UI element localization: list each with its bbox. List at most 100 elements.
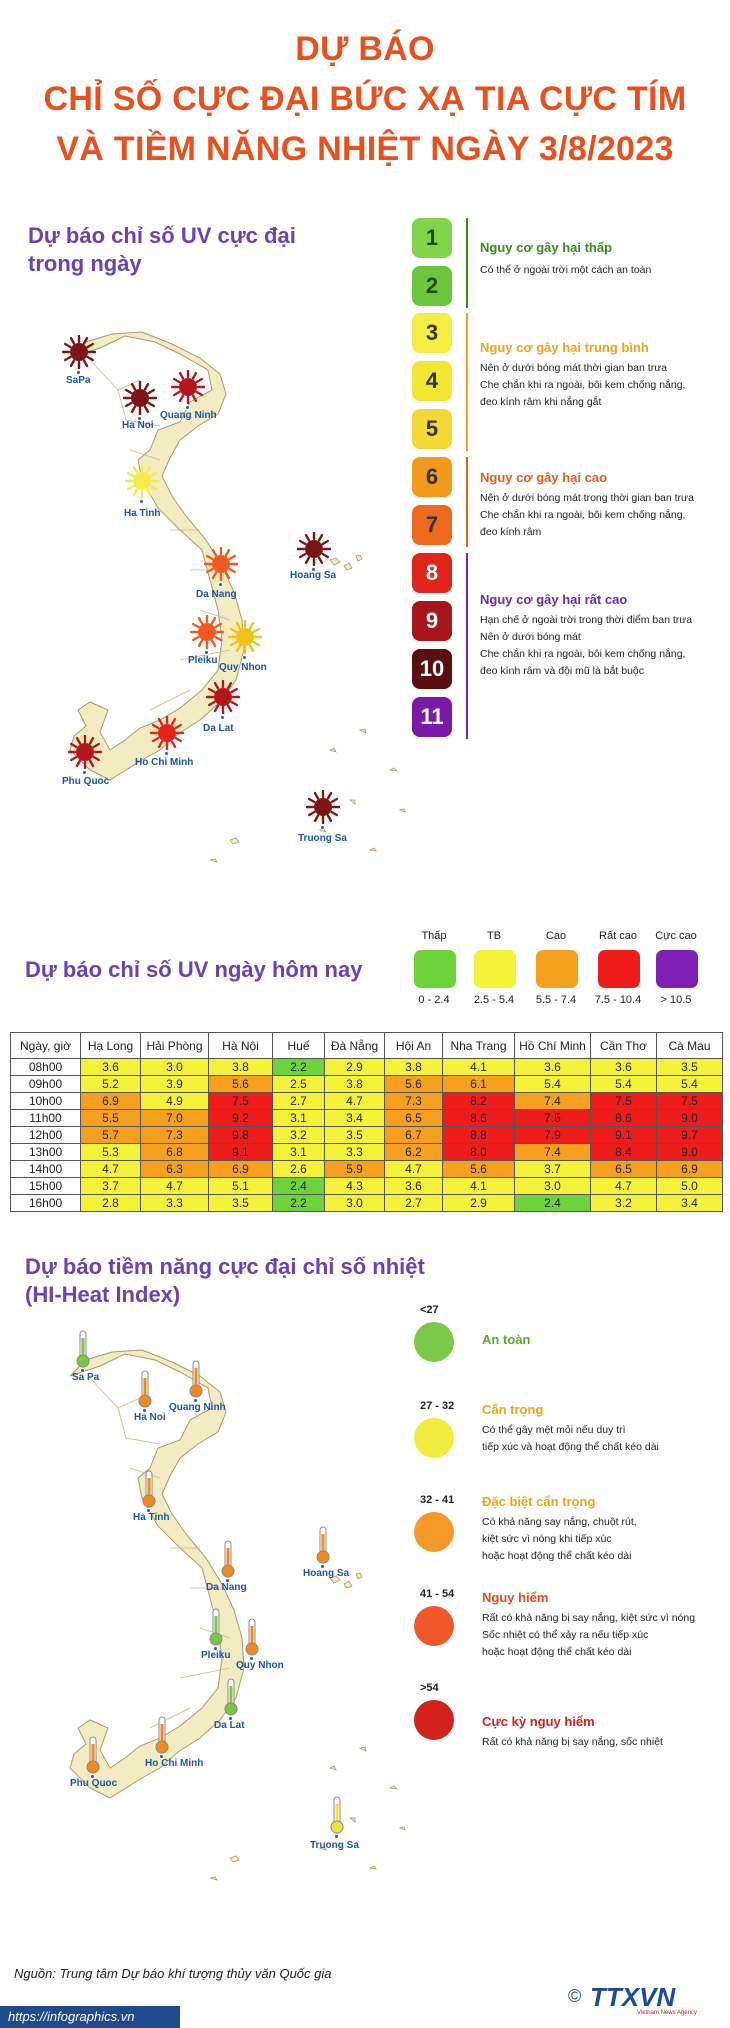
sun-icon-pleiku bbox=[189, 614, 225, 650]
table-value-cell: 7.5 bbox=[514, 1109, 591, 1127]
table-value-cell: 4.9 bbox=[140, 1092, 209, 1110]
footer-bar bbox=[0, 2006, 180, 2028]
table-value-cell: 2.2 bbox=[272, 1058, 325, 1076]
uv-hoang-sa-islands bbox=[329, 554, 363, 571]
thermometer-icon-phu-quoc bbox=[86, 1736, 100, 1774]
uv-group-desc: Có thể ở ngoài trời một cách an toàn bbox=[480, 262, 651, 279]
thermometer-icon-da-lat bbox=[224, 1678, 238, 1716]
legend-range: 7.5 - 10.4 bbox=[594, 994, 642, 1006]
table-header-cell: Hải Phòng bbox=[140, 1032, 209, 1059]
table-value-cell: 5.4 bbox=[514, 1075, 591, 1093]
legend-label: Thấp bbox=[421, 930, 447, 942]
city-dot bbox=[320, 1564, 325, 1569]
thermometer-icon-pleiku bbox=[209, 1608, 223, 1646]
table-row: 11h00 5.5 7.0 9.2 3.1 3.4 6.5 8.6 7.5 8.6 9.0 bbox=[10, 1109, 723, 1127]
uv-group-desc: Nên ở dưới bóng mát thời gian ban trưa Ch… bbox=[480, 360, 685, 411]
city-label-ha-tinh: Ha Tinh bbox=[133, 1512, 170, 1523]
uv-truong-sa-islands bbox=[209, 728, 406, 863]
table-value-cell: 7.5 bbox=[656, 1092, 723, 1110]
uv-group-line bbox=[466, 313, 468, 451]
heat-level-title: An toàn bbox=[482, 1332, 531, 1347]
sun-icon-phu-quoc bbox=[67, 734, 103, 770]
uv-group-title: Nguy cơ gây hại trung bình bbox=[480, 340, 649, 355]
table-header-cell: Hội An bbox=[384, 1032, 443, 1059]
table-time-cell: 16h00 bbox=[10, 1194, 81, 1212]
heat-level-title: Nguy hiểm bbox=[482, 1590, 549, 1605]
city-label-da-nang: Da Nang bbox=[206, 1582, 247, 1593]
legend-range: 2.5 - 5.4 bbox=[473, 994, 515, 1006]
table-value-cell: 2.6 bbox=[272, 1160, 325, 1178]
uv-group-title: Nguy cơ gây hại cao bbox=[480, 470, 608, 485]
uv-group-desc-line: Che chắn khi ra ngoài, bôi kem chống nắn… bbox=[480, 379, 686, 391]
table-value-cell: 8.6 bbox=[442, 1109, 515, 1127]
table-value-cell: 3.6 bbox=[590, 1058, 657, 1076]
table-value-cell: 7.3 bbox=[384, 1092, 443, 1110]
heat-level-title: Đặc biệt cẩn trọng bbox=[482, 1494, 596, 1509]
legend-label: Cao bbox=[545, 930, 567, 942]
uv-group-desc-line: Có thể ở ngoài trời một cách an toàn bbox=[480, 264, 652, 276]
table-value-cell: 4.1 bbox=[442, 1177, 515, 1195]
table-value-cell: 5.6 bbox=[442, 1160, 515, 1178]
table-header-cell: Nha Trang bbox=[442, 1032, 515, 1059]
uv-group-line bbox=[466, 457, 468, 547]
city-dot bbox=[204, 650, 209, 655]
table-value-cell: 9.2 bbox=[208, 1109, 273, 1127]
heat-level-desc-line: Có thể gây mệt mỏi nếu duy trì bbox=[482, 1424, 626, 1436]
legend-color-box bbox=[598, 950, 640, 988]
table-value-cell: 3.1 bbox=[272, 1143, 325, 1161]
city-dot bbox=[139, 499, 144, 504]
table-value-cell: 7.3 bbox=[140, 1126, 209, 1144]
table-value-cell: 3.6 bbox=[384, 1177, 443, 1195]
table-row: 08h00 3.6 3.0 3.8 2.2 2.9 3.8 4.1 3.6 3.6 3.5 bbox=[10, 1058, 723, 1076]
city-label-da-nang: Da Nang bbox=[196, 589, 237, 600]
title-line-3: VÀ TIỀM NĂNG NHIỆT NGÀY 3/8/2023 bbox=[56, 130, 674, 168]
table-header-cell: Hà Nội bbox=[208, 1032, 273, 1059]
page-title: DỰ BÁO CHỈ SỐ CỰC ĐẠI BỨC XẠ TIA CỰC TÍM… bbox=[0, 24, 730, 174]
table-value-cell: 6.9 bbox=[80, 1092, 141, 1110]
city-dot bbox=[146, 1508, 151, 1513]
uv-group-desc-line: Nên ở dưới bóng mát thời gian ban trưa bbox=[480, 362, 668, 374]
uv-group-desc-line: Nên ở dưới bóng mát trong thời gian ban … bbox=[480, 492, 694, 504]
sun-icon-quang-ninh bbox=[170, 369, 206, 405]
table-value-cell: 5.3 bbox=[80, 1143, 141, 1161]
table-time-cell: 08h00 bbox=[10, 1058, 81, 1076]
website-link[interactable]: https://infographics.vn bbox=[8, 2009, 135, 2024]
uv-group-desc: Hạn chế ở ngoài trời trong thời điểm ban… bbox=[480, 612, 692, 680]
city-dot bbox=[76, 370, 81, 375]
legend-label: TB bbox=[486, 930, 502, 942]
table-value-cell: 3.7 bbox=[80, 1177, 141, 1195]
table-value-cell: 3.2 bbox=[590, 1194, 657, 1212]
table-header-cell: Huế bbox=[272, 1032, 325, 1059]
city-label-ho-chi-minh: Ho Chi Minh bbox=[145, 1758, 204, 1769]
uv-group-desc-line: Che chắn khi ra ngoài, bôi kem chống nắn… bbox=[480, 509, 686, 521]
table-value-cell: 6.1 bbox=[442, 1075, 515, 1093]
uv-level-3: 3 bbox=[412, 313, 452, 353]
city-label-da-lat: Da Lat bbox=[203, 723, 234, 734]
table-value-cell: 3.7 bbox=[514, 1160, 591, 1178]
table-header-cell: Đà Nẵng bbox=[324, 1032, 385, 1059]
legend-range: 5.5 - 7.4 bbox=[535, 994, 577, 1006]
ttxvn-logo-subtitle: Vietnam News Agency bbox=[637, 2010, 697, 2016]
table-value-cell: 5.4 bbox=[656, 1075, 723, 1093]
table-time-cell: 11h00 bbox=[10, 1109, 81, 1127]
city-label-quy-nhon: Quy Nhon bbox=[219, 662, 267, 673]
table-value-cell: 5.6 bbox=[384, 1075, 443, 1093]
uv-max-heading-line-1: Dự báo chỉ số UV cực đại bbox=[28, 223, 296, 248]
table-time-cell: 14h00 bbox=[10, 1160, 81, 1178]
table-time-cell: 10h00 bbox=[10, 1092, 81, 1110]
table-value-cell: 2.7 bbox=[272, 1092, 325, 1110]
uv-level-11: 11 bbox=[412, 697, 452, 737]
table-value-cell: 9.1 bbox=[590, 1126, 657, 1144]
city-dot bbox=[90, 1774, 95, 1779]
table-value-cell: 7.0 bbox=[140, 1109, 209, 1127]
uv-table-body: 08h00 3.6 3.0 3.8 2.2 2.9 3.8 4.1 3.6 3.6 3.5 09h00… bbox=[10, 1058, 723, 1212]
table-value-cell: 7.5 bbox=[590, 1092, 657, 1110]
thermometer-icon-ho-chi-minh bbox=[155, 1716, 169, 1754]
city-dot bbox=[164, 751, 169, 756]
table-value-cell: 5.0 bbox=[656, 1177, 723, 1195]
table-value-cell: 6.9 bbox=[208, 1160, 273, 1178]
table-value-cell: 4.7 bbox=[590, 1177, 657, 1195]
uv-group-line bbox=[466, 218, 468, 308]
sun-icon-truong-sa bbox=[305, 789, 341, 825]
city-dot bbox=[142, 1408, 147, 1413]
